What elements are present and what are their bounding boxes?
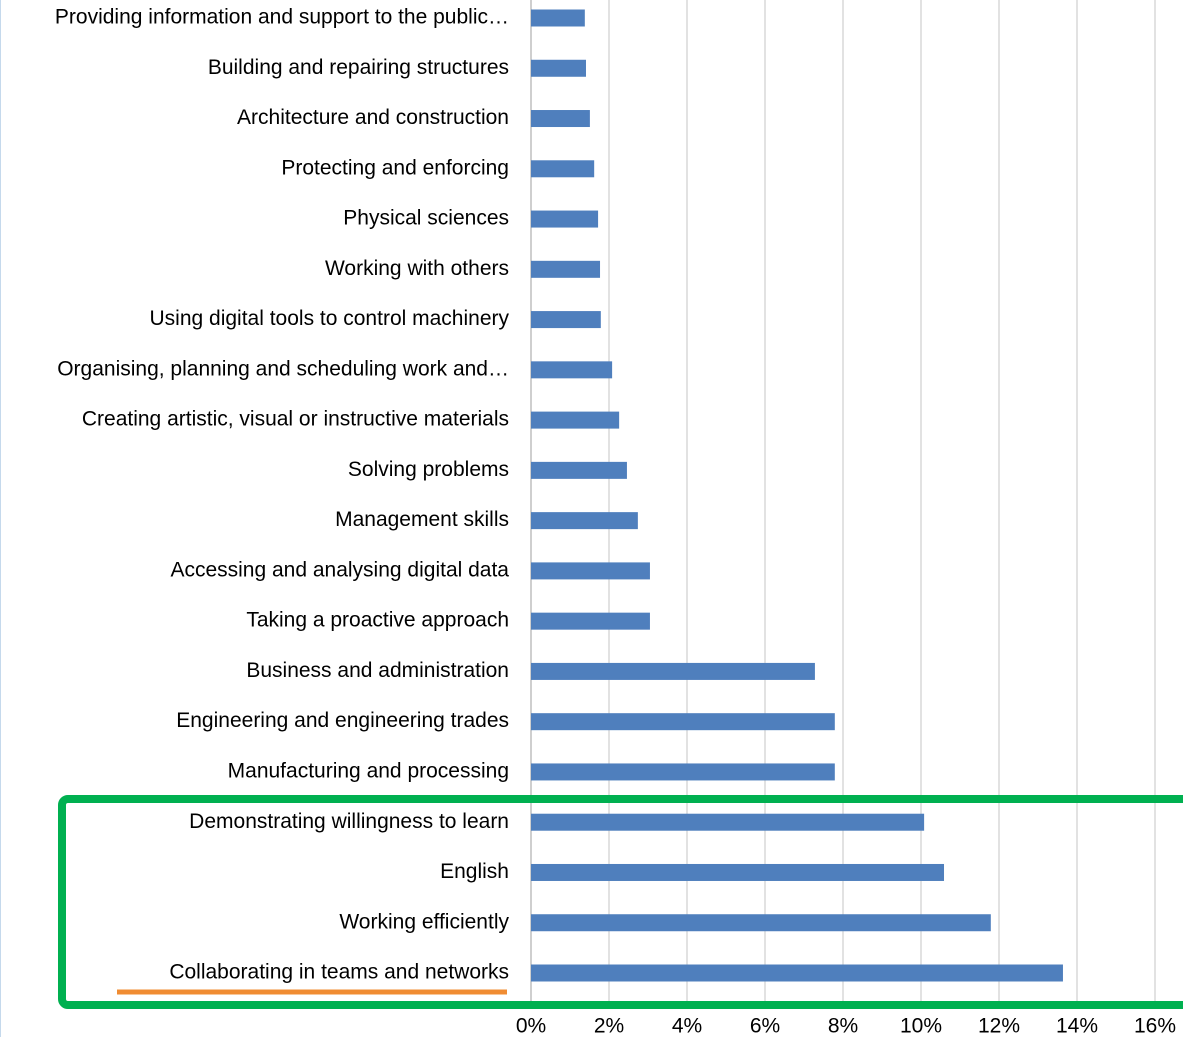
bar (531, 411, 620, 429)
y-tick-label: Business and administration (246, 659, 509, 682)
y-tick-label: Physical sciences (343, 207, 509, 230)
y-tick-label: Collaborating in teams and networks (169, 961, 509, 984)
x-tick-label: 4% (672, 1015, 702, 1037)
y-tick-label: Working efficiently (339, 910, 509, 933)
bar (531, 260, 601, 278)
y-tick-label: Using digital tools to control machinery (149, 307, 509, 330)
x-tick-label: 14% (1056, 1015, 1098, 1037)
y-tick-label: Organising, planning and scheduling work… (57, 357, 509, 380)
y-tick-label: Demonstrating willingness to learn (189, 810, 509, 833)
bar (531, 914, 991, 932)
bar (531, 964, 1063, 982)
bar (531, 813, 925, 831)
y-tick-label: Accessing and analysing digital data (170, 558, 509, 581)
bar (531, 763, 835, 781)
y-tick-label: Taking a proactive approach (246, 609, 509, 632)
bar (531, 562, 650, 580)
y-tick-label: Engineering and engineering trades (176, 709, 509, 732)
y-tick-label: Building and repairing structures (208, 56, 509, 79)
bar (531, 110, 590, 128)
y-tick-label: Architecture and construction (237, 106, 509, 129)
y-tick-label: English (440, 860, 509, 883)
highlight-box (58, 795, 1183, 1009)
bar (531, 311, 601, 329)
bar (531, 361, 613, 379)
y-tick-label: Solving problems (348, 458, 509, 481)
y-tick-label: Manufacturing and processing (228, 759, 509, 782)
y-tick-label: Working with others (325, 257, 509, 280)
bar (531, 863, 945, 881)
x-tick-label: 2% (594, 1015, 624, 1037)
y-tick-label: Management skills (335, 508, 509, 531)
bar (531, 9, 585, 27)
x-tick-label: 0% (516, 1015, 546, 1037)
bar (531, 461, 627, 479)
x-tick-label: 12% (978, 1015, 1020, 1037)
x-tick-label: 10% (900, 1015, 942, 1037)
x-tick-label: 8% (828, 1015, 858, 1037)
y-tick-label: Protecting and enforcing (281, 156, 509, 179)
y-tick-label: Creating artistic, visual or instructive… (82, 408, 509, 431)
bar (531, 612, 650, 630)
bar (531, 210, 599, 228)
bar (531, 662, 815, 680)
y-tick-label: Providing information and support to the… (55, 6, 509, 29)
bar (531, 160, 595, 178)
x-tick-label: 6% (750, 1015, 780, 1037)
bar (531, 512, 638, 530)
bar (531, 59, 586, 77)
x-tick-label: 16% (1134, 1015, 1176, 1037)
bar (531, 713, 835, 731)
